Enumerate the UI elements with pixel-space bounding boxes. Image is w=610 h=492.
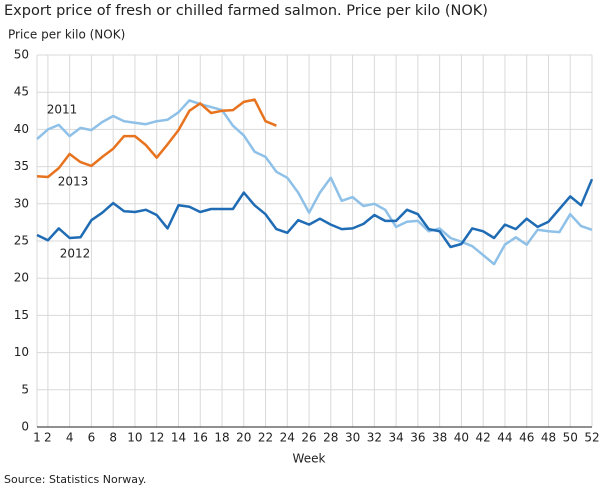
x-tick-label: 20 — [236, 431, 251, 445]
x-tick-label: 12 — [149, 431, 164, 445]
chart-title: Export price of fresh or chilled farmed … — [4, 3, 488, 19]
x-axis-label: Week — [293, 452, 326, 466]
y-tick-label: 20 — [14, 271, 29, 285]
y-tick-label: 10 — [14, 345, 29, 359]
x-tick-label: 48 — [541, 431, 556, 445]
x-tick-label: 44 — [497, 431, 512, 445]
y-tick-label: 45 — [14, 85, 29, 99]
x-tick-label: 46 — [519, 431, 534, 445]
y-tick-label: 30 — [14, 196, 29, 210]
y-tick-label: 40 — [14, 122, 29, 136]
x-tick-label: 42 — [476, 431, 491, 445]
x-tick-label: 40 — [454, 431, 469, 445]
y-tick-label: 0 — [21, 420, 29, 434]
x-tick-label: 24 — [280, 431, 295, 445]
series-line — [36, 98, 277, 179]
x-tick-label: 1 — [33, 431, 41, 445]
x-tick-label: 4 — [66, 431, 74, 445]
x-tick-label: 28 — [323, 431, 338, 445]
y-tick-label: 25 — [14, 234, 29, 248]
x-tick-label: 8 — [109, 431, 117, 445]
series-label: 2011 — [47, 103, 78, 117]
x-tick-label: 34 — [388, 431, 403, 445]
x-tick-label: 30 — [345, 431, 360, 445]
x-tick-label: 38 — [432, 431, 447, 445]
y-tick-label: 5 — [21, 382, 29, 396]
x-tick-label: 2 — [44, 431, 52, 445]
y-tick-label: 15 — [14, 308, 29, 322]
x-tick-label: 32 — [367, 431, 382, 445]
x-tick-label: 22 — [258, 431, 273, 445]
y-axis-label: Price per kilo (NOK) — [8, 28, 125, 42]
x-tick-label: 26 — [301, 431, 316, 445]
x-tick-label: 6 — [88, 431, 96, 445]
x-tick-label: 14 — [171, 431, 186, 445]
x-tick-label: 18 — [214, 431, 229, 445]
series-line — [36, 99, 593, 266]
series-label: 2012 — [60, 247, 91, 261]
x-tick-label: 52 — [584, 431, 599, 445]
y-tick-label: 50 — [14, 48, 29, 62]
y-tick-label: 35 — [14, 159, 29, 173]
x-tick-label: 10 — [127, 431, 142, 445]
x-tick-label: 50 — [563, 431, 578, 445]
x-tick-label: 36 — [410, 431, 425, 445]
x-tick-label: 16 — [193, 431, 208, 445]
series-line — [36, 178, 594, 249]
source: Source: Statistics Norway. — [4, 473, 146, 486]
series-label: 2013 — [58, 175, 89, 189]
